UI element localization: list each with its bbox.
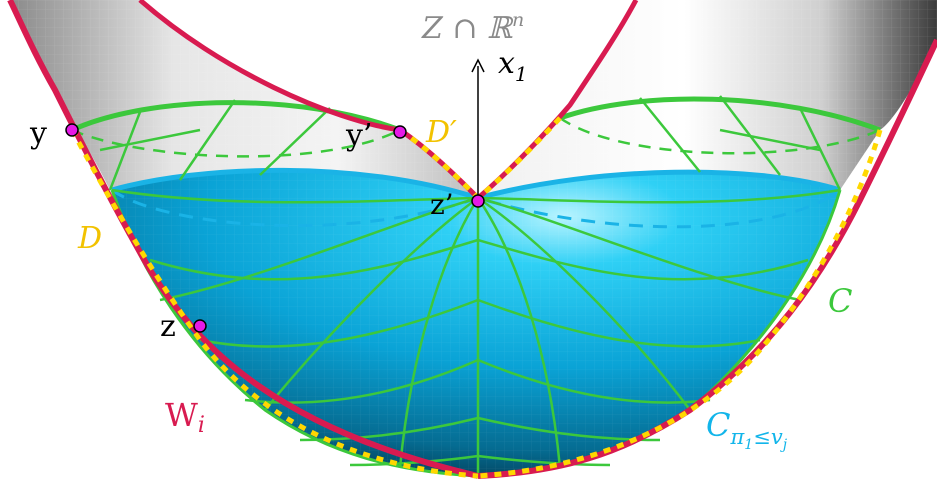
point-y-prime [393, 125, 407, 139]
label-region-D-prime: D′ [425, 115, 457, 150]
label-region-C: C [828, 282, 852, 320]
point-z-prime [471, 194, 485, 208]
label-region-D: D [77, 221, 102, 256]
gray-grid-left [10, 0, 478, 198]
crimson-edge-inner-right [476, 0, 639, 200]
label-point-y: y [29, 116, 47, 151]
point-y [65, 123, 79, 137]
label-region-W: Wi [165, 396, 205, 438]
label-point-z: z [160, 309, 176, 344]
cyan-rim-back [111, 188, 841, 229]
cyan-grid [112, 170, 840, 476]
point-z [193, 319, 207, 333]
label-point-z-prime: z’ [430, 188, 454, 221]
label-point-y-prime: y’ [345, 118, 372, 153]
crimson-edge-left [7, 0, 479, 479]
yellow-dashed-boundary [69, 116, 883, 479]
crimson-edge-inner-left [138, 0, 480, 200]
label-region-C-pi: Cπ1≤vj [706, 406, 788, 453]
green-mesh [70, 95, 881, 476]
label-axis-x1: x1 [498, 46, 528, 86]
crimson-edge-right [477, 38, 937, 479]
label-axis-top: Z ∩ ℝn [421, 9, 524, 46]
x1-axis-arrow [471, 58, 485, 73]
